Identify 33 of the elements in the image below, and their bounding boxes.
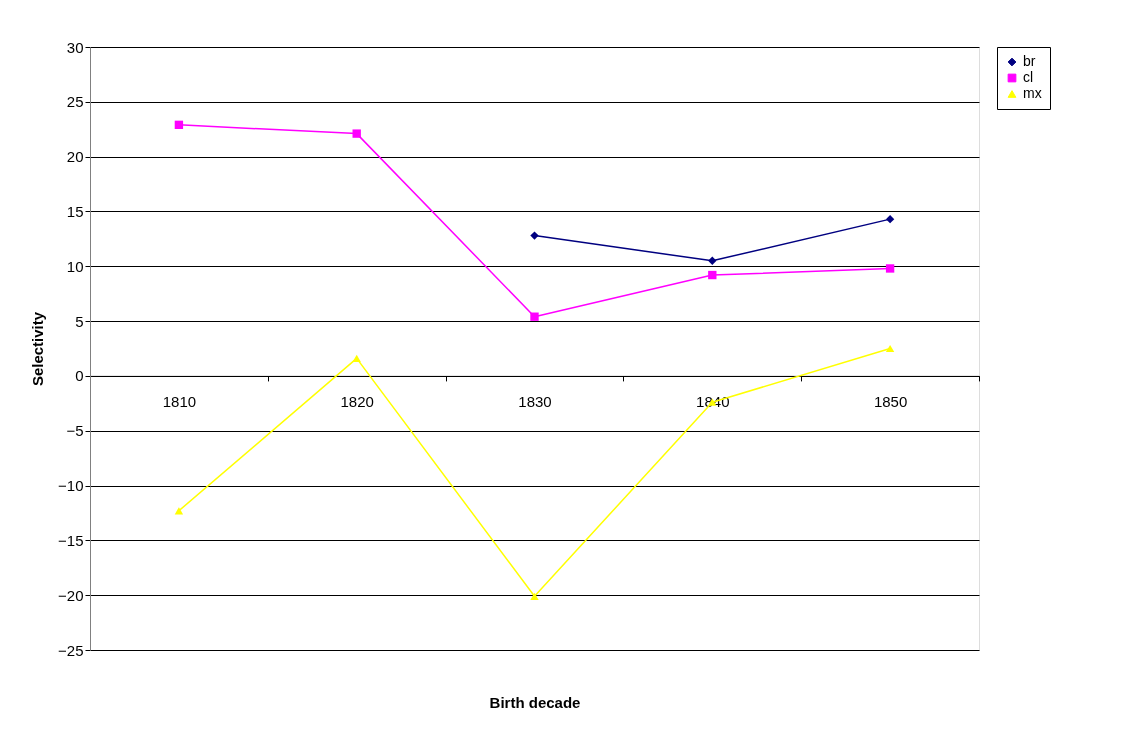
point	[530, 231, 539, 240]
y-tick-label: 0	[75, 367, 84, 385]
point	[352, 129, 361, 138]
point	[352, 354, 361, 362]
y-tick-label: 20	[66, 148, 84, 166]
point	[885, 264, 895, 273]
legend-label: cl	[1023, 69, 1034, 85]
legend-label: mx	[1023, 85, 1042, 101]
point	[174, 507, 184, 515]
legend-label: br	[1023, 53, 1036, 69]
y-tick-label: 15	[66, 202, 84, 220]
x-axis-title: Birth decade	[489, 693, 581, 711]
y-tick-label: 10	[66, 257, 84, 275]
point	[530, 592, 539, 600]
point	[885, 214, 895, 224]
x-tick-label: 1830	[518, 393, 552, 411]
point	[530, 312, 539, 321]
x-tick-label: 1820	[340, 393, 374, 411]
x-tick-label: 1850	[873, 393, 908, 411]
y-tick-label: −20	[58, 586, 84, 604]
x-tick-label: 1810	[162, 393, 197, 411]
y-tick-label: 25	[66, 93, 84, 111]
point	[708, 256, 717, 265]
y-tick-label: 30	[66, 38, 84, 56]
y-tick-label: −5	[66, 422, 84, 440]
point	[708, 270, 717, 280]
y-tick-label: −10	[58, 477, 84, 495]
y-tick-label: −25	[58, 641, 84, 659]
y-tick-label: 5	[75, 312, 84, 330]
y-axis-title: Selectivity	[29, 311, 47, 387]
y-tick-label: −15	[58, 531, 84, 549]
point	[885, 344, 895, 353]
point	[174, 120, 184, 130]
